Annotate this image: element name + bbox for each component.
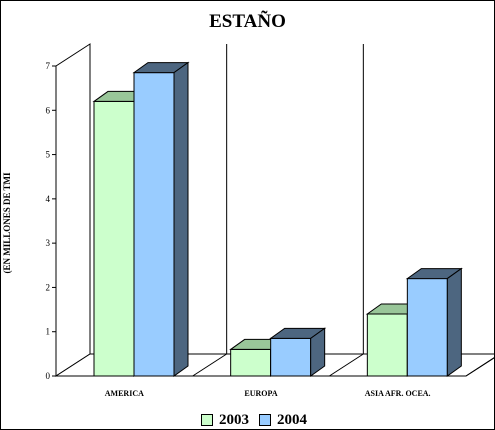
x-tick-label: AMERICA [105,389,144,398]
legend-swatch-2004 [259,414,271,426]
bar-front [230,348,272,377]
bar-front [270,337,312,377]
bar-america-2004 [132,61,190,377]
x-tick-label: ASIA AFR. OCEA. [365,389,431,398]
y-tick-label: 1 [46,327,51,337]
y-tick-label: 5 [46,150,51,160]
y-tick-label: 6 [46,105,51,115]
floor-divider [192,353,227,377]
bar-side [310,327,326,377]
floor-divider [329,353,364,377]
chart-axes [52,65,57,377]
bar-europa-2004 [269,327,327,377]
chart-labels: 0 1 2 3 4 5 6 7 AMERICA EUROPA ASIA AFR. OCEA. [46,61,431,398]
bar-chart: 0 1 2 3 4 5 6 7 AMERICA EUROPA ASIA AFR. OCEA. [46,43,494,398]
y-tick-label: 4 [46,194,51,204]
legend: 2003 2004 [201,411,307,429]
chart-title: ESTAÑO [209,11,286,32]
chart-bars [92,61,463,377]
bar-asia-afr-ocea--2004 [405,267,463,377]
legend-swatch-2003 [201,414,213,426]
legend-label-2003: 2003 [219,411,249,428]
y-tick-label: 7 [46,61,51,71]
x-tick-label: EUROPA [244,389,277,398]
side-wall [55,43,91,377]
legend-item-2003: 2003 [201,412,249,429]
y-tick-label: 0 [46,371,51,381]
floor-divider [465,357,494,377]
bar-front [406,278,448,377]
bar-side [446,267,462,377]
bar-front [366,313,408,377]
legend-label-2004: 2004 [277,411,307,428]
bar-side [173,61,189,377]
legend-item-2004: 2004 [259,412,307,429]
y-tick-label: 2 [46,282,51,292]
y-tick-label: 3 [46,238,51,248]
bar-front [133,72,175,377]
bar-front [93,100,135,377]
